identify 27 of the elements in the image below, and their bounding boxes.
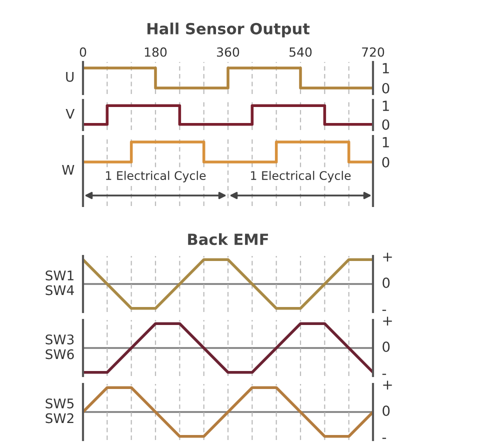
y-tick-label: 0	[382, 156, 390, 168]
y-tick-label: 1	[382, 137, 389, 148]
y-tick-label: 1	[382, 100, 389, 111]
y-tick-label: 1	[382, 63, 389, 74]
text: -	[382, 310, 386, 311]
y-axis-title: V	[66, 109, 75, 119]
y-axis-title: U	[66, 72, 74, 82]
x-tick-label: 720	[362, 47, 384, 57]
x-tick-label: 180	[144, 47, 167, 57]
x-tick-label: 0	[80, 47, 86, 57]
x-tick-label: 360	[217, 47, 240, 57]
chart-title: Hall Sensor Output	[147, 22, 310, 38]
text: +	[383, 252, 392, 262]
text: -	[382, 438, 386, 439]
annotation: 1 Electrical Cycle	[251, 170, 351, 182]
y-tick-label: 0	[382, 119, 390, 130]
chart-title: Back EMF	[188, 233, 268, 246]
y-axis-title: SW5 SW2	[46, 398, 74, 424]
y-tick-label: 0	[382, 82, 390, 94]
text: +	[383, 380, 392, 390]
y-axis-title: W	[62, 165, 74, 175]
annotation: 1 Electrical Cycle	[106, 170, 206, 182]
text: -	[382, 374, 386, 375]
text: +	[383, 316, 392, 326]
x-tick-label: 540	[290, 47, 312, 57]
y-axis-title: SW3 SW6	[46, 334, 74, 360]
y-axis-title: SW1 SW4	[46, 270, 74, 296]
